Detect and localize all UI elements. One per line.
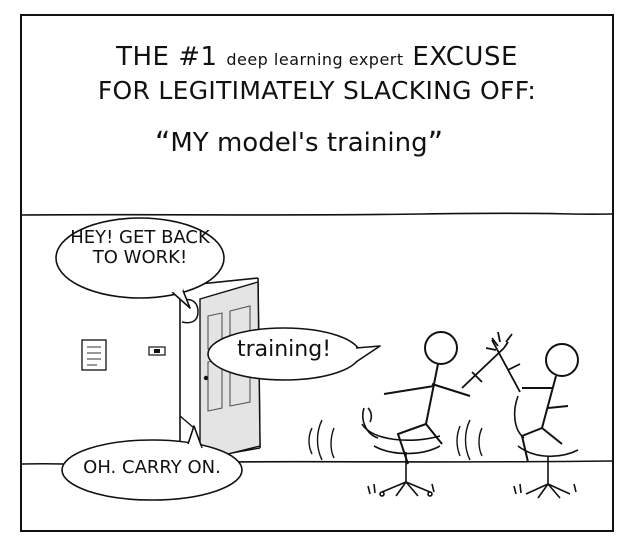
stick-figure-left xyxy=(383,331,471,465)
light-switch-icon xyxy=(148,346,166,356)
title-line-1: THE #1 deep learning expert EXCUSE xyxy=(22,42,612,72)
office-chair-left-icon xyxy=(361,407,441,497)
quote-open-mark: “ xyxy=(154,126,171,161)
comic-panel: THE #1 deep learning expert EXCUSE FOR L… xyxy=(20,14,614,532)
bubble-boss-text: HEY! GET BACK TO WORK! xyxy=(62,227,218,269)
wall-ceiling-line xyxy=(22,212,612,216)
bubble-boss-line-1: HEY! GET BACK xyxy=(70,227,210,248)
bubble-boss-reply-text: OH. CARRY ON. xyxy=(83,457,221,478)
speech-bubble-boss-reply xyxy=(61,425,243,501)
wall-notice-icon xyxy=(81,339,107,371)
stick-figure-right xyxy=(520,343,579,463)
motion-lines-icon xyxy=(308,419,483,461)
bubble-worker-text: training! xyxy=(236,337,332,362)
quote-text: MY model's training xyxy=(170,128,428,158)
swords-icon xyxy=(461,331,521,393)
comic-scene xyxy=(22,212,612,501)
title-small: deep learning expert xyxy=(226,50,404,69)
speech-bubble-boss xyxy=(55,217,225,309)
quote-line: “MY model's training” xyxy=(22,126,594,161)
bubble-boss-line-2: TO WORK! xyxy=(92,247,188,269)
title-big-a: THE #1 xyxy=(116,42,218,72)
speech-bubble-worker xyxy=(207,327,381,381)
quote-close-mark: ” xyxy=(427,126,444,161)
title-big-b: EXCUSE xyxy=(412,42,518,72)
title-line-2: FOR LEGITIMATELY SLACKING OFF: xyxy=(97,76,537,105)
office-chair-right-icon xyxy=(513,395,579,499)
